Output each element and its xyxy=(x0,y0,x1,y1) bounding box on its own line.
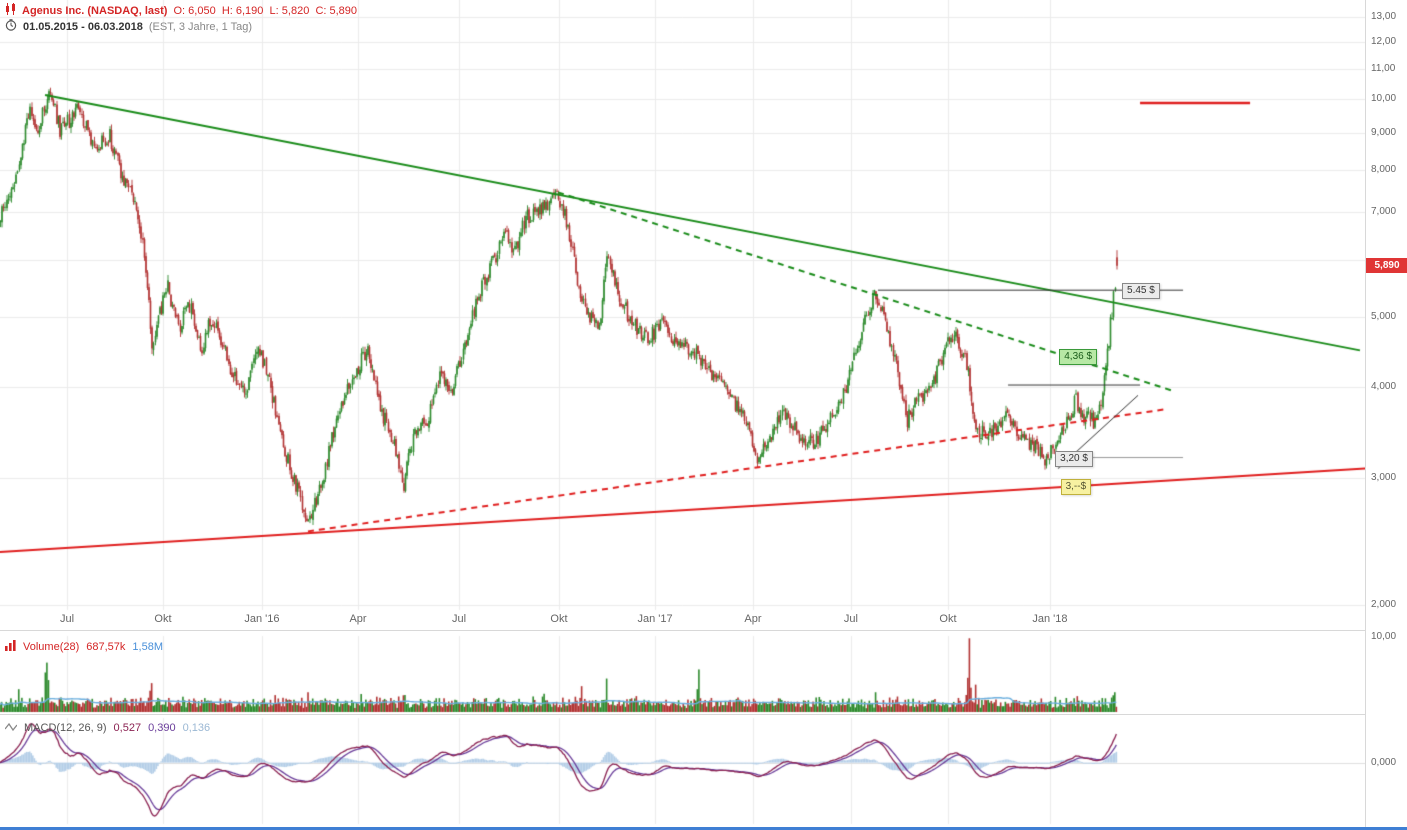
price-axis-label: 9,000 xyxy=(1371,126,1397,138)
high-key: H: xyxy=(221,5,233,17)
time-axis-label: Jan '18 xyxy=(1032,613,1068,625)
time-axis-label: Okt xyxy=(939,613,957,625)
price-axis-label: 5,000 xyxy=(1371,311,1397,323)
instrument-title[interactable]: Agenus Inc. (NASDAQ, last) xyxy=(22,5,168,17)
last-price-badge: 5,890 xyxy=(1366,257,1407,273)
time-axis-label: Okt xyxy=(550,613,568,625)
ohlc-values: O: 6,050 H: 6,190 L: 5,820 C: 5,890 xyxy=(173,5,357,17)
panel-separator xyxy=(0,714,1365,715)
price-axis-label: 10,00 xyxy=(1371,93,1397,105)
price-axis-label: 8,000 xyxy=(1371,163,1397,175)
time-axis-label: Apr xyxy=(744,613,762,625)
price-axis-label: 7,000 xyxy=(1371,205,1397,217)
macd-value: 0,527 xyxy=(113,722,142,734)
price-axis[interactable]: 5,890 10,00 0,000 13,00 12,00 11,00 10,00 9,… xyxy=(1365,0,1407,830)
timeframe-note: (EST, 3 Jahre, 1 Tag) xyxy=(148,21,253,33)
high-value: 6,190 xyxy=(235,5,264,17)
price-axis-label: 4,000 xyxy=(1371,381,1397,393)
price-level-tag[interactable]: 5.45 $ xyxy=(1122,283,1160,300)
close-value: 5,890 xyxy=(329,5,358,17)
time-axis-label: Jan '17 xyxy=(637,613,673,625)
date-range[interactable]: 01.05.2015 - 06.03.2018 xyxy=(23,21,143,33)
time-axis-label: Jan '16 xyxy=(244,613,280,625)
time-axis-label: Apr xyxy=(349,613,367,625)
open-key: O: xyxy=(173,5,186,17)
macd-signal-value: 0,390 xyxy=(148,722,176,734)
price-axis-label: 11,00 xyxy=(1371,63,1396,75)
time-axis-label: Jul xyxy=(452,613,467,625)
macd-axis-zero-label: 0,000 xyxy=(1371,756,1397,768)
panel-separator xyxy=(0,630,1365,631)
candlestick-icon xyxy=(5,2,16,20)
price-axis-label: 2,000 xyxy=(1371,599,1397,611)
price-level-tag[interactable]: 3,20 $ xyxy=(1055,451,1093,468)
volume-current-value: 687,57k xyxy=(86,641,126,653)
time-axis-label: Jul xyxy=(59,613,75,625)
price-chart-canvas[interactable] xyxy=(0,0,1365,830)
open-value: 6,050 xyxy=(188,5,216,17)
active-panel-accent-bar xyxy=(0,827,1407,830)
macd-indicator-header[interactable]: MACD(12, 26, 9) 0,527 0,390 0,136 xyxy=(4,719,211,737)
low-value: 5,820 xyxy=(281,5,310,17)
price-level-tag[interactable]: 4,36 $ xyxy=(1059,348,1098,365)
price-axis-label: 3,000 xyxy=(1371,471,1397,483)
time-axis-label: Jul xyxy=(843,613,858,625)
price-level-tag[interactable]: 3,--$ xyxy=(1060,479,1092,496)
volume-average-value: 1,58M xyxy=(132,641,163,653)
price-axis-label: 13,00 xyxy=(1371,10,1397,22)
price-axis-label: 12,00 xyxy=(1371,36,1397,48)
macd-hist-value: 0,136 xyxy=(182,722,211,734)
volume-bars-icon xyxy=(5,638,16,656)
volume-axis-label: 10,00 xyxy=(1371,631,1397,642)
macd-label[interactable]: MACD(12, 26, 9) xyxy=(24,722,107,734)
volume-indicator-header[interactable]: Volume(28) 687,57k 1,58M xyxy=(5,638,163,656)
chart-header: Agenus Inc. (NASDAQ, last) O: 6,050 H: 6… xyxy=(5,3,357,35)
macd-line-icon xyxy=(4,719,18,737)
time-axis-label: Okt xyxy=(154,613,172,625)
volume-label[interactable]: Volume(28) xyxy=(23,641,80,653)
close-key: C: xyxy=(315,5,327,17)
low-key: L: xyxy=(269,5,279,17)
clock-icon xyxy=(5,18,17,36)
